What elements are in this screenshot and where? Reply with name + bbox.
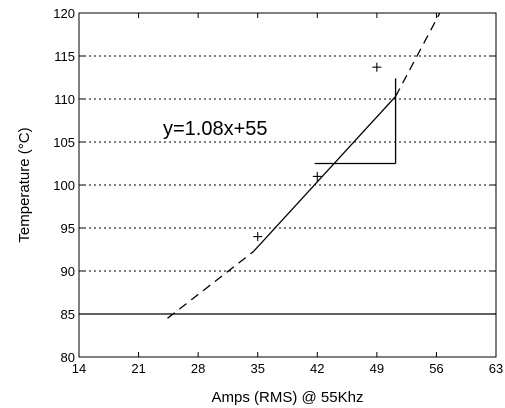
data-point-1	[253, 232, 263, 242]
data-point-2	[312, 171, 322, 181]
x-tick-label-35: 35	[250, 361, 264, 376]
y-tick-label-85: 85	[61, 307, 75, 322]
y-tick-label-105: 105	[53, 135, 75, 150]
y-tick-label-90: 90	[61, 264, 75, 279]
y-tick-label-120: 120	[53, 6, 75, 21]
fit-line-upper-extrapolation	[395, 12, 441, 97]
fit-line-group	[167, 12, 441, 319]
x-tick-label-42: 42	[310, 361, 324, 376]
x-ticks: 14 21 28 35 42 49 56 63	[72, 13, 503, 376]
slope-triangle-group	[314, 78, 397, 165]
x-tick-label-14: 14	[72, 361, 86, 376]
y-axis-title: Temperature (°C)	[16, 127, 33, 242]
y-tick-label-95: 95	[61, 221, 75, 236]
y-tick-label-100: 100	[53, 178, 75, 193]
x-tick-label-49: 49	[370, 361, 384, 376]
fit-line-solid	[252, 96, 397, 253]
data-point-3	[372, 62, 382, 72]
y-ticks: 80 85 90 95 100 105 110 115 120	[53, 6, 496, 365]
plot-area	[79, 13, 496, 357]
y-tick-label-115: 115	[54, 49, 75, 64]
x-tick-label-21: 21	[131, 361, 145, 376]
x-tick-label-56: 56	[429, 361, 443, 376]
fit-line-lower-extrapolation	[167, 251, 254, 319]
y-tick-label-80: 80	[61, 350, 75, 365]
x-tick-label-28: 28	[191, 361, 205, 376]
data-points	[253, 62, 382, 242]
x-axis-title: Amps (RMS) @ 55Khz	[212, 389, 364, 406]
x-tick-label-63: 63	[489, 361, 503, 376]
fit-equation-label: y=1.08x+55	[163, 118, 268, 140]
y-tick-label-110: 110	[54, 92, 75, 107]
